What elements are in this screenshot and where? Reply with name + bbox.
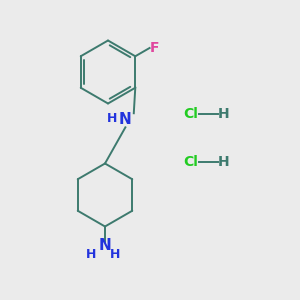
Text: H: H (110, 248, 121, 262)
Text: Cl: Cl (183, 107, 198, 121)
Text: N: N (99, 238, 111, 253)
Text: H: H (218, 155, 229, 169)
Text: H: H (86, 248, 97, 262)
Text: N: N (119, 112, 132, 127)
Text: Cl: Cl (183, 155, 198, 169)
Text: H: H (218, 107, 229, 121)
Text: H: H (107, 112, 117, 125)
Text: F: F (150, 41, 160, 55)
